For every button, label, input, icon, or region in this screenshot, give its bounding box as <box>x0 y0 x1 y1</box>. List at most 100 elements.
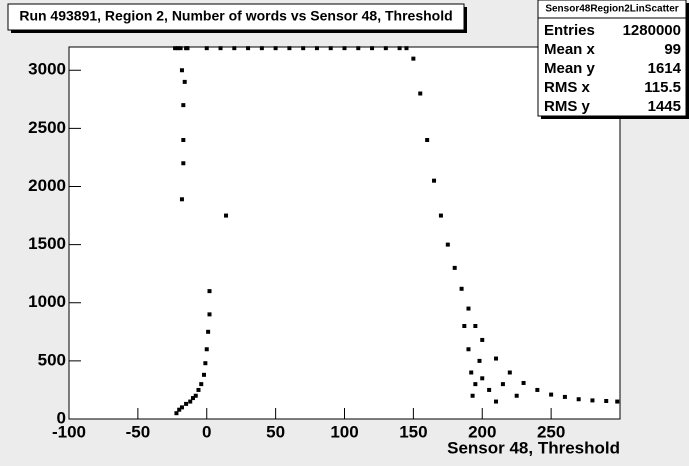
y-tick-label: 2000 <box>28 176 66 195</box>
point <box>469 370 474 375</box>
point <box>604 398 609 403</box>
point <box>462 324 467 328</box>
point <box>204 46 209 51</box>
x-tick-label: -50 <box>126 422 151 441</box>
x-tick-label: 100 <box>330 422 358 441</box>
point <box>470 393 475 398</box>
point <box>177 407 182 412</box>
point <box>259 46 264 51</box>
point <box>370 46 375 51</box>
point <box>193 393 198 398</box>
point <box>356 46 361 51</box>
point <box>445 242 450 247</box>
point <box>232 46 237 51</box>
y-tick-label: 1000 <box>28 292 66 311</box>
point <box>466 347 471 352</box>
point <box>314 46 319 51</box>
point <box>287 46 292 51</box>
stats-title: Sensor48Region2LinScatter <box>545 4 678 15</box>
point <box>179 197 184 202</box>
point <box>383 46 388 51</box>
x-tick-label: 150 <box>399 422 427 441</box>
point <box>301 46 306 51</box>
point <box>184 401 189 406</box>
stats-frame <box>537 0 687 117</box>
point <box>590 398 595 403</box>
point <box>549 392 554 397</box>
point <box>204 347 209 352</box>
chart-title: Run 493891, Region 2, Number of words vs… <box>19 8 452 24</box>
point <box>397 46 402 51</box>
stats-value: 99 <box>664 41 681 58</box>
stats-label: Entries <box>544 22 595 39</box>
point <box>432 178 437 183</box>
point <box>411 56 416 61</box>
point <box>418 91 423 96</box>
point <box>473 382 478 387</box>
point <box>181 103 186 108</box>
point <box>425 138 430 142</box>
point <box>201 372 206 377</box>
point <box>246 46 251 51</box>
y-tick-label: 500 <box>38 350 66 369</box>
stats-value: 115.5 <box>644 79 681 96</box>
point <box>207 312 212 317</box>
point <box>173 46 178 51</box>
point <box>521 380 526 385</box>
point <box>190 396 195 401</box>
title-box <box>7 3 465 31</box>
point <box>203 361 208 366</box>
point <box>182 79 187 84</box>
x-axis-label: Sensor 48, Threshold <box>447 438 620 457</box>
stats-label: RMS y <box>544 98 591 115</box>
x-tick-label: 50 <box>266 422 285 441</box>
point <box>196 387 201 392</box>
point <box>438 213 443 218</box>
point <box>615 399 620 404</box>
point <box>562 394 567 399</box>
point <box>185 46 190 51</box>
point <box>494 399 499 404</box>
point <box>224 213 229 218</box>
point <box>466 306 471 311</box>
stats-value: 1614 <box>648 60 682 77</box>
point <box>199 382 204 387</box>
y-tick-label: 2500 <box>28 118 66 137</box>
stats-box: Sensor48Region2LinScatter Entries 1280000… <box>537 0 689 119</box>
stats-label: Mean y <box>544 60 596 77</box>
point <box>207 289 212 294</box>
point <box>404 46 409 51</box>
stats-value: 1280000 <box>623 22 681 39</box>
point <box>178 46 183 51</box>
x-tick-label: 200 <box>468 422 496 441</box>
y-tick-label: 3000 <box>28 60 66 79</box>
point <box>507 370 512 375</box>
point <box>179 68 184 73</box>
point <box>181 161 186 166</box>
point <box>452 265 457 270</box>
point <box>206 329 211 334</box>
point <box>480 337 485 342</box>
stats-value: 1445 <box>648 98 681 115</box>
x-tick-label: 250 <box>537 422 565 441</box>
point <box>459 286 464 291</box>
point <box>342 46 347 51</box>
point <box>179 405 184 410</box>
point <box>181 138 186 142</box>
point <box>174 411 179 416</box>
point <box>535 387 540 392</box>
point <box>477 358 482 363</box>
stats-label: RMS x <box>544 79 591 96</box>
stats-label: Mean x <box>544 41 596 58</box>
point <box>328 46 333 51</box>
point <box>487 387 492 392</box>
x-tick-label: -100 <box>52 422 86 441</box>
point <box>175 46 180 51</box>
y-tick-label: 1500 <box>28 234 66 253</box>
point <box>188 399 193 404</box>
point <box>218 46 223 51</box>
point <box>494 356 499 361</box>
y-tick-label: 0 <box>57 408 66 427</box>
point <box>514 393 519 398</box>
